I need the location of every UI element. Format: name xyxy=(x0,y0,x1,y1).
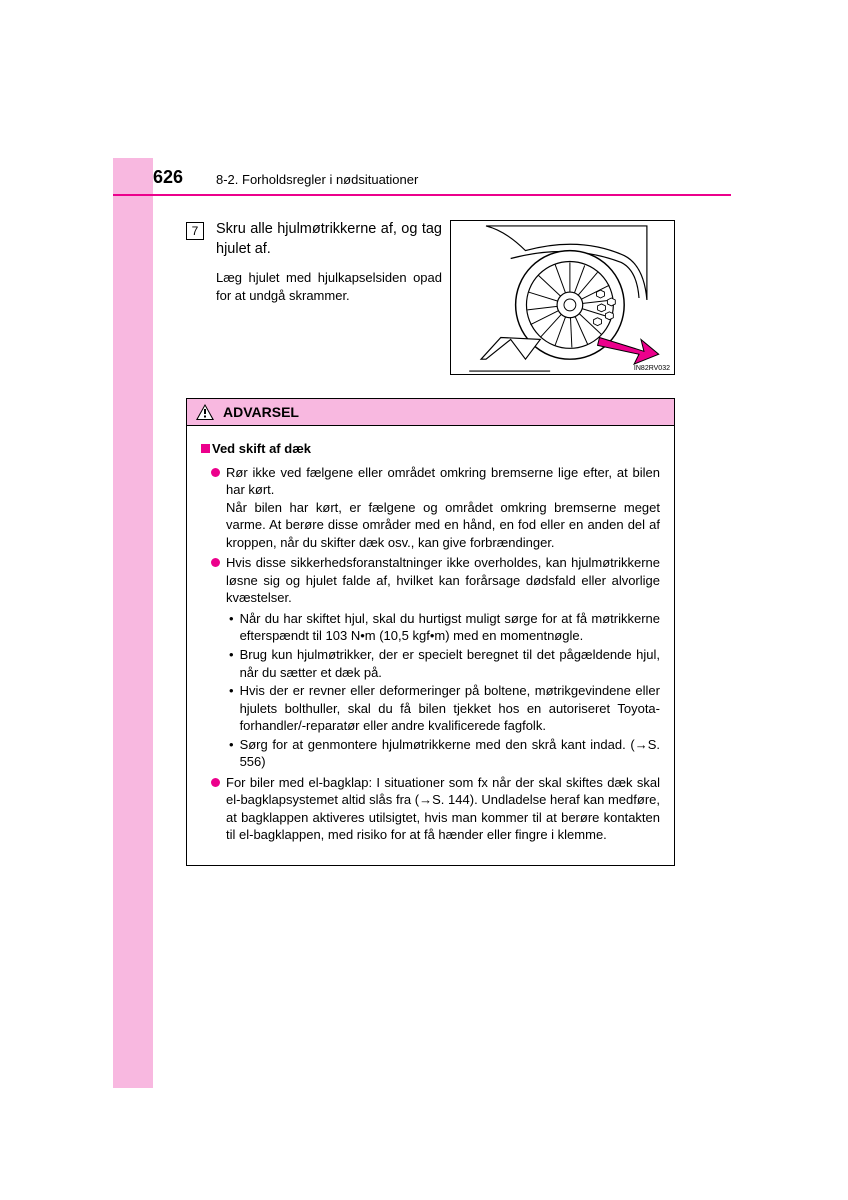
sublist-text: Brug kun hjulmøtrikker, der er specielt … xyxy=(240,646,660,681)
warning-sublist-item: • Sørg for at genmontere hjulmøtrikkerne… xyxy=(229,736,660,771)
sublist-text: Sørg for at genmontere hjulmøtrikkerne m… xyxy=(240,736,660,771)
page-tab-sidebar xyxy=(113,158,153,1088)
step-subtext: Læg hjulet med hjulkapselsiden opad for … xyxy=(216,269,442,304)
wheel-illustration xyxy=(451,221,674,374)
step-number-box: 7 xyxy=(186,222,204,240)
wheel-removal-figure: IN82RV032 xyxy=(450,220,675,375)
warning-item-text: Rør ikke ved fælgene eller området omkri… xyxy=(226,464,660,552)
warning-item: Rør ikke ved fælgene eller området omkri… xyxy=(201,464,660,552)
circle-bullet-icon xyxy=(211,778,220,787)
figure-id: IN82RV032 xyxy=(634,365,670,372)
warning-sublist-item: • Brug kun hjulmøtrikker, der er speciel… xyxy=(229,646,660,681)
warning-cont: Når bilen har kørt, er fælgene og område… xyxy=(226,500,660,550)
warning-header: ADVARSEL xyxy=(187,399,674,426)
circle-bullet-icon xyxy=(211,558,220,567)
step-title: Skru alle hjulmøtrikkerne af, og tag hju… xyxy=(216,220,442,259)
dot-bullet-icon: • xyxy=(229,736,234,771)
step-number: 7 xyxy=(192,224,199,238)
warning-title: ADVARSEL xyxy=(223,404,299,420)
warning-triangle-icon xyxy=(195,403,215,421)
header-rule xyxy=(113,194,731,196)
warning-lead: Rør ikke ved fælgene eller området omkri… xyxy=(226,465,660,498)
warning-box: ADVARSEL Ved skift af dæk Rør ikke ved f… xyxy=(186,398,675,866)
page-number: 626 xyxy=(153,167,183,188)
warning-item-text: For biler med el-bagklap: I situationer … xyxy=(226,774,660,844)
section-breadcrumb: 8-2. Forholdsregler i nødsituationer xyxy=(216,172,418,187)
warning-sublist: • Når du har skiftet hjul, skal du hurti… xyxy=(201,610,660,771)
warning-item: For biler med el-bagklap: I situationer … xyxy=(201,774,660,844)
warning-subheading: Ved skift af dæk xyxy=(201,440,660,458)
warning-item: Hvis disse sikkerhedsforanstaltninger ik… xyxy=(201,554,660,607)
step-text-block: Skru alle hjulmøtrikkerne af, og tag hju… xyxy=(216,220,442,304)
manual-page: 626 8-2. Forholdsregler i nødsituationer… xyxy=(0,0,848,1200)
warning-item-text: Hvis disse sikkerhedsforanstaltninger ik… xyxy=(226,554,660,607)
warning-body: Ved skift af dæk Rør ikke ved fælgene el… xyxy=(187,426,674,865)
warning-heading-text: Ved skift af dæk xyxy=(212,441,311,456)
warning-sublist-item: • Når du har skiftet hjul, skal du hurti… xyxy=(229,610,660,645)
sublist-text: Når du har skiftet hjul, skal du hurtigs… xyxy=(240,610,660,645)
warning-lead: For biler med el-bagklap: I situationer … xyxy=(226,775,660,843)
warning-lead: Hvis disse sikkerhedsforanstaltninger ik… xyxy=(226,555,660,605)
dot-bullet-icon: • xyxy=(229,610,234,645)
dot-bullet-icon: • xyxy=(229,646,234,681)
square-bullet-icon xyxy=(201,444,210,453)
sublist-text: Hvis der er revner eller deformeringer p… xyxy=(240,682,660,735)
circle-bullet-icon xyxy=(211,468,220,477)
warning-sublist-item: • Hvis der er revner eller deformeringer… xyxy=(229,682,660,735)
dot-bullet-icon: • xyxy=(229,682,234,735)
